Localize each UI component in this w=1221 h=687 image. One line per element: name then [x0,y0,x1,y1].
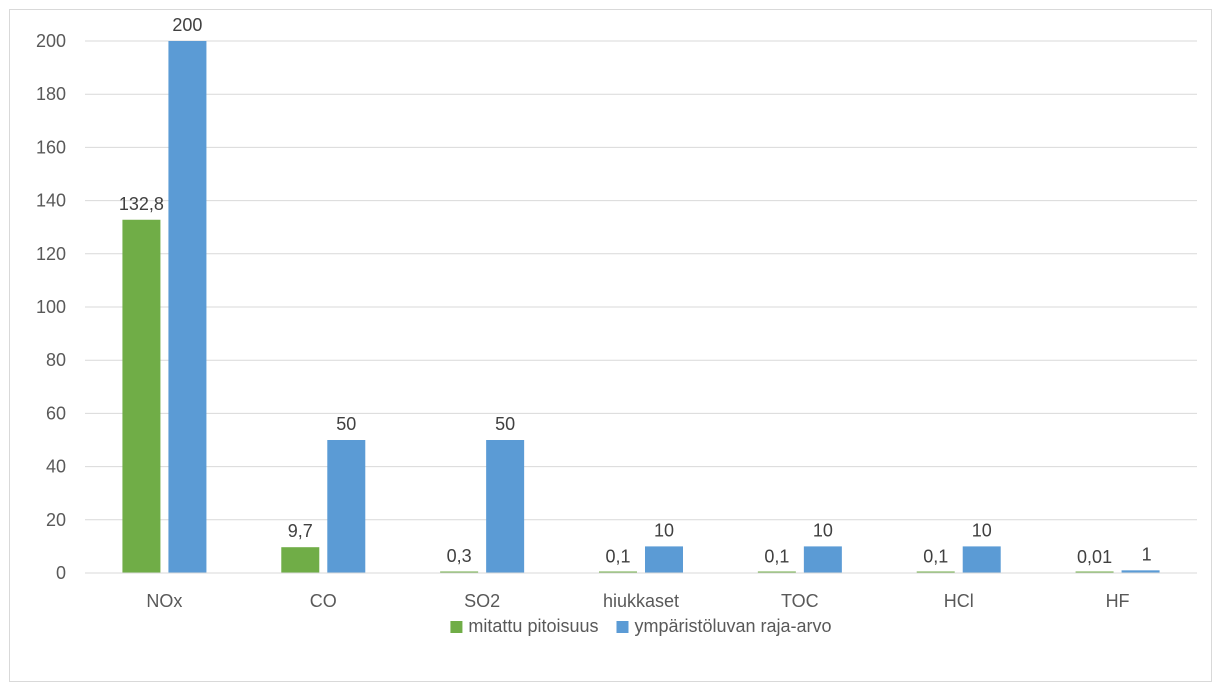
x-tick-label: SO2 [464,591,500,611]
data-label: 0,1 [605,547,630,567]
chart-frame [9,9,1212,682]
y-tick-label: 100 [36,297,66,317]
bar-measured [440,571,479,573]
y-tick-label: 20 [46,510,66,530]
bar-measured [757,571,796,573]
data-label: 132,8 [119,194,164,214]
data-label: 0,1 [764,547,789,567]
data-label: 10 [654,520,674,540]
x-tick-label: CO [310,591,337,611]
y-tick-label: 200 [36,31,66,51]
data-label: 0,1 [923,547,948,567]
bar-limit [645,546,683,573]
bar-limit [1121,570,1160,573]
y-tick-label: 60 [46,403,66,423]
y-tick-label: 120 [36,244,66,264]
x-tick-label: HF [1106,591,1130,611]
data-label: 1 [1142,544,1152,564]
bar-measured [1075,571,1114,573]
data-label: 0,3 [447,546,472,566]
bar-measured [122,219,161,573]
y-axis-tick-labels: 0 20 40 60 80 100 120 140 160 180 200 [36,31,66,583]
x-tick-label: TOC [781,591,819,611]
bar-measured [281,547,320,573]
legend-swatch [616,621,629,633]
y-tick-label: 80 [46,350,66,370]
y-tick-label: 160 [36,137,66,157]
data-label: 10 [972,520,992,540]
bar-measured [599,571,637,573]
data-label: 9,7 [288,521,313,541]
x-tick-label: NOx [146,591,182,611]
data-label: 50 [495,414,515,434]
x-tick-label: hiukkaset [603,591,679,611]
data-labels: 132,8 200 9,7 50 0,3 50 0,1 10 0,1 10 0,1 10 0,01 1 [119,15,1152,567]
x-axis-tick-labels: NOx CO SO2 hiukkaset TOC HCl HF [146,591,1129,611]
legend-swatch [450,621,463,633]
y-tick-label: 40 [46,457,66,477]
legend: mitattu pitoisuus ympäristöluvan raja-arv… [450,616,832,636]
y-tick-label: 180 [36,84,66,104]
bar-limit [486,440,525,573]
y-tick-label: 0 [56,563,66,583]
bar-measured [916,571,955,573]
data-label: 10 [813,520,833,540]
bar-limit [803,546,842,573]
data-label: 50 [336,414,356,434]
data-label: 200 [172,15,202,35]
legend-label: mitattu pitoisuus [468,616,598,636]
legend-label: ympäristöluvan raja-arvo [634,616,831,636]
y-tick-label: 140 [36,191,66,211]
bars [122,41,1160,573]
bar-limit [327,440,366,573]
bar-limit [962,546,1001,573]
bar-limit [168,41,207,573]
x-tick-label: HCl [944,591,974,611]
gridlines [85,40,1197,521]
data-label: 0,01 [1077,547,1112,567]
